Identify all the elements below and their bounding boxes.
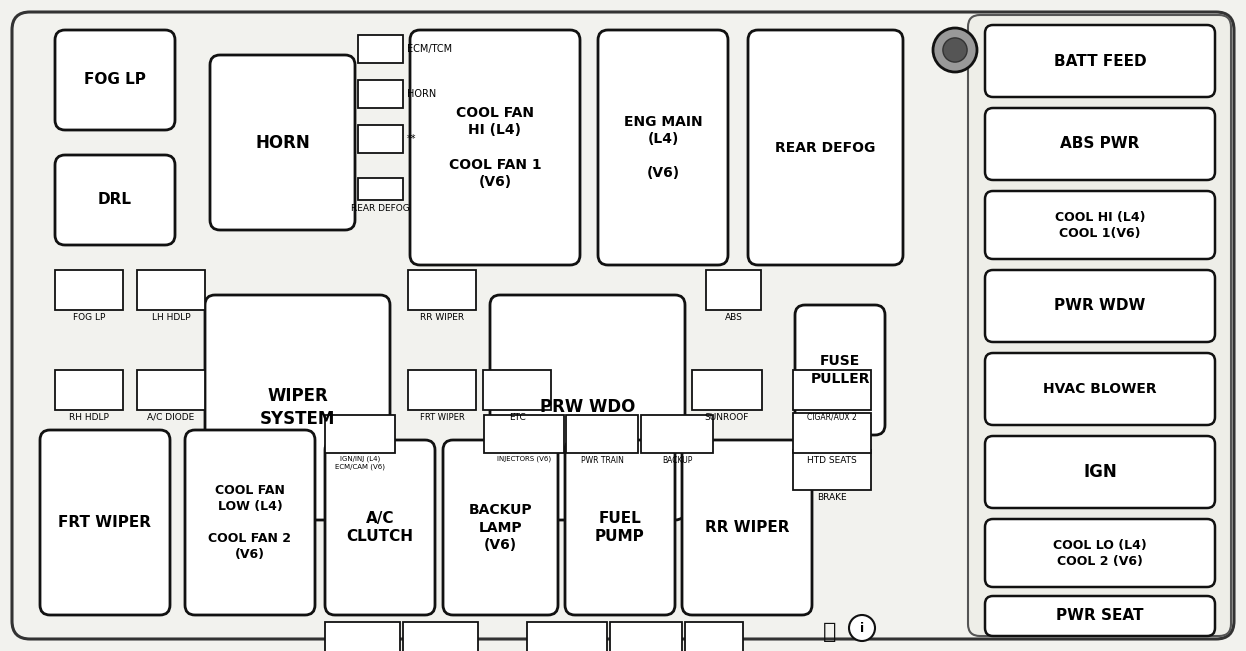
- Text: IGN: IGN: [1083, 463, 1116, 481]
- Text: FUSE
PULLER: FUSE PULLER: [810, 354, 870, 385]
- Bar: [792, 413, 871, 453]
- Text: RH HDLP: RH HDLP: [69, 413, 108, 422]
- Bar: [566, 415, 638, 453]
- Text: RR WIPER: RR WIPER: [705, 520, 789, 535]
- Text: SUNROOF: SUNROOF: [705, 413, 749, 422]
- Bar: [483, 415, 564, 453]
- Text: BACKUP: BACKUP: [662, 456, 693, 465]
- Text: FUEL
PUMP: FUEL PUMP: [596, 510, 645, 544]
- FancyBboxPatch shape: [986, 353, 1215, 425]
- Text: COOL HI (L4)
COOL 1(V6): COOL HI (L4) COOL 1(V6): [1055, 210, 1145, 240]
- Circle shape: [849, 615, 875, 641]
- Text: HORN: HORN: [255, 133, 310, 152]
- Text: BRAKE: BRAKE: [817, 493, 847, 502]
- FancyBboxPatch shape: [986, 519, 1215, 587]
- Text: A/C
CLUTCH: A/C CLUTCH: [346, 510, 414, 544]
- Text: A/C DIODE: A/C DIODE: [147, 413, 194, 422]
- Text: 🕮: 🕮: [824, 622, 836, 642]
- Text: FOG LP: FOG LP: [83, 72, 146, 87]
- FancyBboxPatch shape: [184, 430, 315, 615]
- Bar: [137, 370, 206, 410]
- Bar: [407, 270, 476, 310]
- Bar: [792, 450, 871, 490]
- Text: REAR DEFOG: REAR DEFOG: [351, 204, 410, 213]
- Text: ABS: ABS: [725, 313, 743, 322]
- Circle shape: [933, 28, 977, 72]
- Text: COOL LO (L4)
COOL 2 (V6): COOL LO (L4) COOL 2 (V6): [1053, 538, 1146, 568]
- FancyBboxPatch shape: [12, 12, 1234, 639]
- Bar: [358, 80, 402, 108]
- Bar: [325, 415, 395, 453]
- Text: FOG LP: FOG LP: [72, 313, 105, 322]
- FancyBboxPatch shape: [490, 295, 685, 520]
- FancyBboxPatch shape: [986, 596, 1215, 636]
- Text: **: **: [407, 134, 416, 144]
- FancyBboxPatch shape: [564, 440, 675, 615]
- FancyBboxPatch shape: [986, 436, 1215, 508]
- Text: ETC: ETC: [508, 413, 526, 422]
- Circle shape: [943, 38, 967, 62]
- Text: HTD SEATS: HTD SEATS: [807, 456, 857, 465]
- Bar: [325, 622, 400, 651]
- Text: PWR SEAT: PWR SEAT: [1057, 609, 1144, 624]
- Text: PRW WDO: PRW WDO: [540, 398, 635, 417]
- FancyBboxPatch shape: [986, 25, 1215, 97]
- Bar: [792, 370, 871, 410]
- Text: HVAC BLOWER: HVAC BLOWER: [1043, 382, 1156, 396]
- FancyBboxPatch shape: [410, 30, 579, 265]
- Bar: [407, 370, 476, 410]
- Bar: [402, 622, 478, 651]
- Bar: [706, 270, 761, 310]
- FancyBboxPatch shape: [748, 30, 903, 265]
- FancyBboxPatch shape: [795, 305, 885, 435]
- FancyBboxPatch shape: [55, 30, 174, 130]
- Bar: [692, 370, 763, 410]
- Text: BACKUP
LAMP
(V6): BACKUP LAMP (V6): [468, 503, 532, 552]
- Bar: [640, 415, 713, 453]
- Text: FRT WIPER: FRT WIPER: [59, 515, 152, 530]
- Text: ECM/TCM: ECM/TCM: [407, 44, 452, 54]
- Bar: [685, 622, 743, 651]
- FancyBboxPatch shape: [986, 108, 1215, 180]
- Text: LH HDLP: LH HDLP: [152, 313, 191, 322]
- FancyBboxPatch shape: [444, 440, 558, 615]
- FancyBboxPatch shape: [40, 430, 169, 615]
- Bar: [358, 125, 402, 153]
- Text: DRL: DRL: [98, 193, 132, 208]
- Text: CIGAR/AUX 2: CIGAR/AUX 2: [807, 413, 857, 422]
- Text: COOL FAN
LOW (L4)

COOL FAN 2
(V6): COOL FAN LOW (L4) COOL FAN 2 (V6): [208, 484, 292, 561]
- Text: REAR DEFOG: REAR DEFOG: [775, 141, 876, 154]
- Text: i: i: [860, 622, 863, 635]
- FancyBboxPatch shape: [986, 191, 1215, 259]
- FancyBboxPatch shape: [986, 270, 1215, 342]
- Text: BATT FEED: BATT FEED: [1054, 53, 1146, 68]
- Bar: [358, 35, 402, 63]
- Bar: [55, 370, 123, 410]
- Bar: [527, 622, 607, 651]
- Text: RR WIPER: RR WIPER: [420, 313, 464, 322]
- Text: ENG MAIN
(L4)

(V6): ENG MAIN (L4) (V6): [624, 115, 703, 180]
- Text: HORN: HORN: [407, 89, 436, 99]
- Text: IGN/INJ (L4)
ECM/CAM (V6): IGN/INJ (L4) ECM/CAM (V6): [335, 456, 385, 470]
- Bar: [611, 622, 682, 651]
- Text: INJECTORS (V6): INJECTORS (V6): [497, 456, 551, 462]
- FancyBboxPatch shape: [55, 155, 174, 245]
- Bar: [137, 270, 206, 310]
- Text: COOL FAN
HI (L4)

COOL FAN 1
(V6): COOL FAN HI (L4) COOL FAN 1 (V6): [449, 106, 541, 189]
- Text: WIPER
SYSTEM: WIPER SYSTEM: [260, 387, 335, 428]
- FancyBboxPatch shape: [598, 30, 728, 265]
- FancyBboxPatch shape: [325, 440, 435, 615]
- Bar: [55, 270, 123, 310]
- FancyBboxPatch shape: [211, 55, 355, 230]
- Text: ABS PWR: ABS PWR: [1060, 137, 1140, 152]
- FancyBboxPatch shape: [206, 295, 390, 520]
- FancyBboxPatch shape: [968, 15, 1231, 636]
- Bar: [358, 178, 402, 200]
- Text: PWR TRAIN: PWR TRAIN: [581, 456, 623, 465]
- FancyBboxPatch shape: [682, 440, 812, 615]
- Bar: [483, 370, 551, 410]
- Text: FRT WIPER: FRT WIPER: [420, 413, 465, 422]
- Text: PWR WDW: PWR WDW: [1054, 299, 1145, 314]
